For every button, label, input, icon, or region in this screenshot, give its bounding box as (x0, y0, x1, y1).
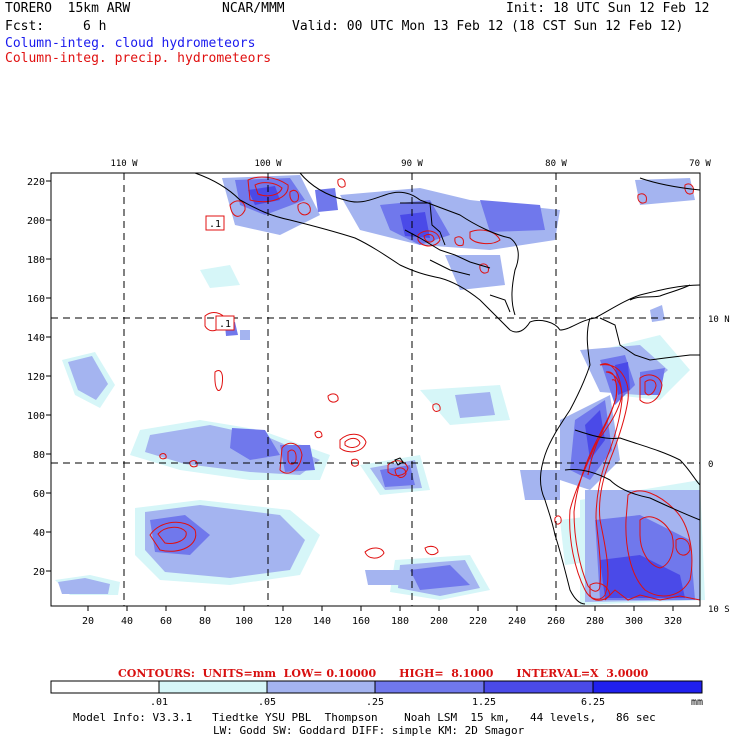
x-tick-label: 200 (430, 616, 448, 627)
colorbar-label: .01 (150, 697, 168, 708)
lon-label: 100 W (254, 159, 282, 169)
model-title: TORERO 15km ARW (5, 1, 131, 16)
y-tick-label: 80 (33, 450, 45, 461)
map-frame (50, 172, 701, 607)
x-tick-label: 100 (235, 616, 253, 627)
lon-label: 80 W (545, 159, 567, 169)
x-tick-label: 160 (352, 616, 370, 627)
lon-label: 110 W (110, 159, 138, 169)
colorbar-segment (592, 680, 703, 694)
x-tick-label: 80 (199, 616, 211, 627)
y-tick-label: 180 (27, 255, 45, 266)
model-info-line1: Model Info: V3.3.1 Tiedtke YSU PBL Thomp… (73, 711, 656, 724)
cloud-field-title: Column-integ. cloud hydrometeors (5, 36, 256, 51)
colorbar-unit: mm (691, 697, 703, 708)
forecast-hour: 6 h (83, 19, 107, 34)
lat-label: 10 S (708, 605, 730, 615)
x-tick-label: 140 (313, 616, 331, 627)
x-tick-label: 280 (586, 616, 604, 627)
y-tick-label: 200 (27, 216, 45, 227)
x-tick-label: 260 (547, 616, 565, 627)
x-tick-label: 20 (82, 616, 94, 627)
lat-lon-grid (51, 173, 700, 606)
x-tick-label: 180 (391, 616, 409, 627)
contour-info: CONTOURS: UNITS=mm LOW= 0.10000 HIGH= 8.… (118, 667, 649, 680)
colorbar-segment (50, 680, 160, 694)
x-tick-label: 60 (160, 616, 172, 627)
valid-time: Valid: 00 UTC Mon 13 Feb 12 (18 CST Sun … (292, 19, 684, 34)
x-tick-label: 320 (664, 616, 682, 627)
colorbar-label: .25 (366, 697, 384, 708)
colorbar-segment (266, 680, 376, 694)
colorbar-label: 6.25 (581, 697, 605, 708)
colorbar-segment (483, 680, 594, 694)
init-time: Init: 18 UTC Sun 12 Feb 12 (506, 1, 710, 16)
x-tick-label: 40 (121, 616, 133, 627)
y-tick-label: 220 (27, 177, 45, 188)
center-label: NCAR/MMM (222, 1, 285, 16)
model-info-line2: LW: Godd SW: Goddard DIFF: simple KM: 2D… (213, 724, 525, 737)
colorbar-segment (158, 680, 268, 694)
axis-ticks (46, 180, 674, 611)
colorbar (50, 680, 703, 694)
y-tick-label: 140 (27, 333, 45, 344)
y-tick-label: 60 (33, 489, 45, 500)
cloud-shading (55, 175, 705, 605)
lat-label: 0 (708, 460, 713, 470)
y-tick-label: 40 (33, 528, 45, 539)
colorbar-label: .05 (258, 697, 276, 708)
x-tick-label: 220 (469, 616, 487, 627)
colorbar-label: 1.25 (472, 697, 496, 708)
x-tick-label: 300 (625, 616, 643, 627)
y-tick-label: 120 (27, 372, 45, 383)
y-tick-label: 100 (27, 411, 45, 422)
precip-contours (149, 176, 701, 601)
contour-label: .1 (219, 319, 231, 330)
x-tick-label: 120 (274, 616, 292, 627)
lon-label: 90 W (401, 159, 423, 169)
lon-label: 70 W (689, 159, 711, 169)
colorbar-segment (374, 680, 485, 694)
precip-field-title: Column-integ. precip. hydrometeors (5, 51, 272, 66)
y-tick-label: 20 (33, 567, 45, 578)
lat-label: 10 N (708, 315, 730, 325)
forecast-label: Fcst: (5, 19, 45, 34)
x-tick-label: 240 (508, 616, 526, 627)
y-tick-label: 160 (27, 294, 45, 305)
contour-label-boxes (205, 215, 235, 331)
contour-label: .1 (209, 219, 221, 230)
